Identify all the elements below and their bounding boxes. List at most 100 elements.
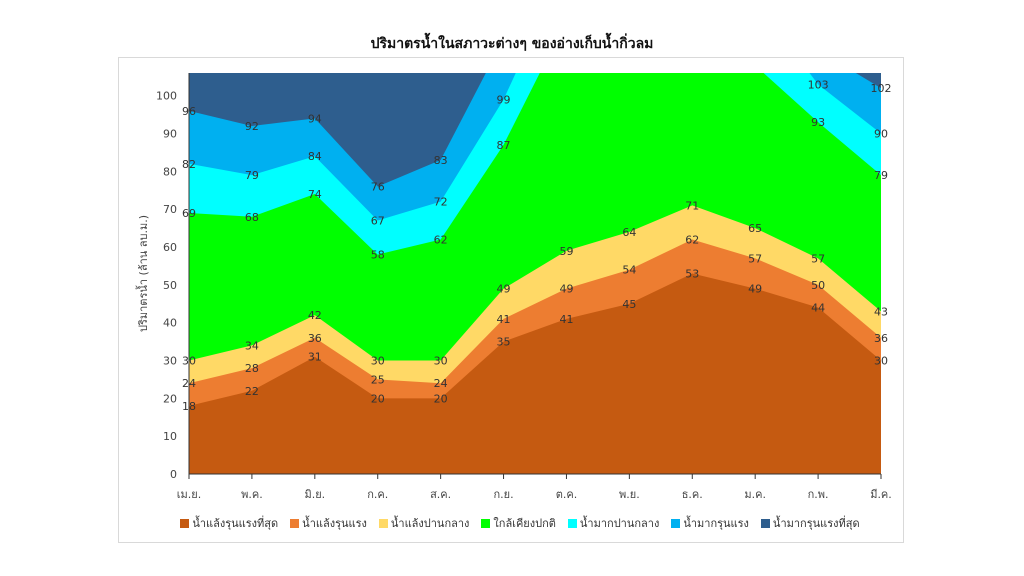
data-label: 28: [245, 362, 259, 375]
area-1: [189, 273, 881, 474]
legend-item: น้ำแล้งรุนแรงที่สุด: [180, 514, 278, 532]
y-tick-label: 90: [163, 128, 177, 141]
data-label: 67: [371, 215, 385, 228]
y-tick-label: 70: [163, 203, 177, 216]
x-tick-label: ก.พ.: [808, 488, 829, 501]
x-tick-label: ส.ค.: [430, 488, 451, 501]
data-label: 68: [245, 211, 259, 224]
data-label: 69: [182, 207, 196, 220]
legend-swatch: [760, 518, 770, 528]
legend-label: น้ำมากรุนแรงที่สุด: [772, 517, 860, 530]
data-label: 53: [685, 268, 699, 281]
data-label: 93: [811, 116, 825, 129]
y-tick-label: 30: [163, 355, 177, 368]
legend-swatch: [481, 518, 491, 528]
y-tick-label: 60: [163, 241, 177, 254]
data-label: 36: [308, 332, 322, 345]
y-tick-label: 40: [163, 317, 177, 330]
data-label: 79: [245, 169, 259, 182]
data-label: 45: [622, 298, 636, 311]
data-label: 30: [874, 355, 888, 368]
x-tick-label: พ.ค.: [241, 488, 263, 501]
data-label: 24: [434, 377, 448, 390]
legend-swatch: [567, 518, 577, 528]
x-tick-label: ธ.ค.: [682, 488, 703, 501]
legend-label: น้ำแล้งปานกลาง: [390, 517, 470, 530]
legend-label: น้ำมากปานกลาง: [579, 517, 660, 530]
legend-item: น้ำมากปานกลาง: [567, 514, 660, 532]
data-label: 20: [371, 392, 385, 405]
data-label: 83: [434, 154, 448, 167]
x-tick-label: ม.ค.: [744, 488, 766, 501]
legend-item: ใกล้เคียงปกติ: [481, 514, 556, 532]
data-label: 24: [182, 377, 196, 390]
data-label: 49: [497, 283, 511, 296]
data-label: 62: [685, 233, 699, 246]
data-label: 65: [748, 222, 762, 235]
legend-item: น้ำมากรุนแรง: [671, 514, 749, 532]
y-tick-label: 80: [163, 165, 177, 178]
legend-label: ใกล้เคียงปกติ: [493, 517, 556, 530]
data-label: 18: [182, 400, 196, 413]
data-label: 35: [497, 336, 511, 349]
data-label: 42: [308, 309, 322, 322]
chart-frame: [118, 57, 904, 543]
legend-item: น้ำมากรุนแรงที่สุด: [760, 514, 860, 532]
chart-title: ปริมาตรน้ำในสภาวะต่างๆ ของอ่างเก็บน้ำกิ่…: [370, 36, 654, 52]
legend-item: น้ำแล้งปานกลาง: [378, 514, 470, 532]
x-tick-label: ก.ค.: [367, 488, 388, 501]
data-label: 71: [685, 199, 699, 212]
x-tick-label: พ.ย.: [619, 488, 640, 501]
data-label: 44: [811, 302, 825, 315]
data-label: 99: [497, 93, 511, 106]
y-tick-label: 10: [163, 430, 177, 443]
data-label: 43: [874, 305, 888, 318]
y-tick-label: 100: [156, 90, 177, 103]
data-label: 31: [308, 351, 322, 364]
data-label: 103: [808, 78, 829, 91]
y-tick-label: 50: [163, 279, 177, 292]
data-label: 49: [748, 283, 762, 296]
data-label: 49: [559, 283, 573, 296]
legend-item: น้ำแล้งรุนแรง: [290, 514, 367, 532]
data-label: 102: [871, 82, 892, 95]
data-label: 92: [245, 120, 259, 133]
data-label: 59: [559, 245, 573, 258]
x-tick-label: ต.ค.: [556, 488, 578, 501]
data-label: 20: [434, 392, 448, 405]
x-tick-label: มี.ค.: [870, 488, 892, 501]
data-label: 58: [371, 249, 385, 262]
data-label: 34: [245, 339, 259, 352]
x-tick-label: เม.ย.: [177, 488, 201, 501]
data-label: 41: [497, 313, 511, 326]
data-label: 94: [308, 112, 322, 125]
data-label: 36: [874, 332, 888, 345]
data-label: 22: [245, 385, 259, 398]
y-axis-title: ปริมาตรน้ำ (ล้าน ลบ.ม.): [135, 215, 150, 332]
data-label: 54: [622, 264, 636, 277]
data-label: 79: [874, 169, 888, 182]
data-label: 30: [434, 355, 448, 368]
x-tick-label: มิ.ย.: [304, 488, 325, 501]
data-label: 96: [182, 105, 196, 118]
x-tick-label: ก.ย.: [493, 488, 513, 501]
legend-swatch: [290, 518, 300, 528]
data-label: 57: [748, 252, 762, 265]
data-label: 57: [811, 252, 825, 265]
legend-swatch: [378, 518, 388, 528]
data-label: 64: [622, 226, 636, 239]
y-tick-label: 20: [163, 392, 177, 405]
legend-swatch: [180, 518, 190, 528]
data-label: 76: [371, 180, 385, 193]
legend: น้ำแล้งรุนแรงที่สุด น้ำแล้งรุนแรง น้ำแล้งป…: [160, 514, 880, 532]
y-tick-label: 0: [170, 468, 177, 481]
data-label: 62: [434, 233, 448, 246]
data-label: 25: [371, 373, 385, 386]
data-label: 90: [874, 128, 888, 141]
data-label: 74: [308, 188, 322, 201]
data-label: 87: [497, 139, 511, 152]
data-label: 72: [434, 196, 448, 209]
legend-label: น้ำแล้งรุนแรง: [302, 517, 367, 530]
data-label: 30: [182, 355, 196, 368]
data-label: 41: [559, 313, 573, 326]
